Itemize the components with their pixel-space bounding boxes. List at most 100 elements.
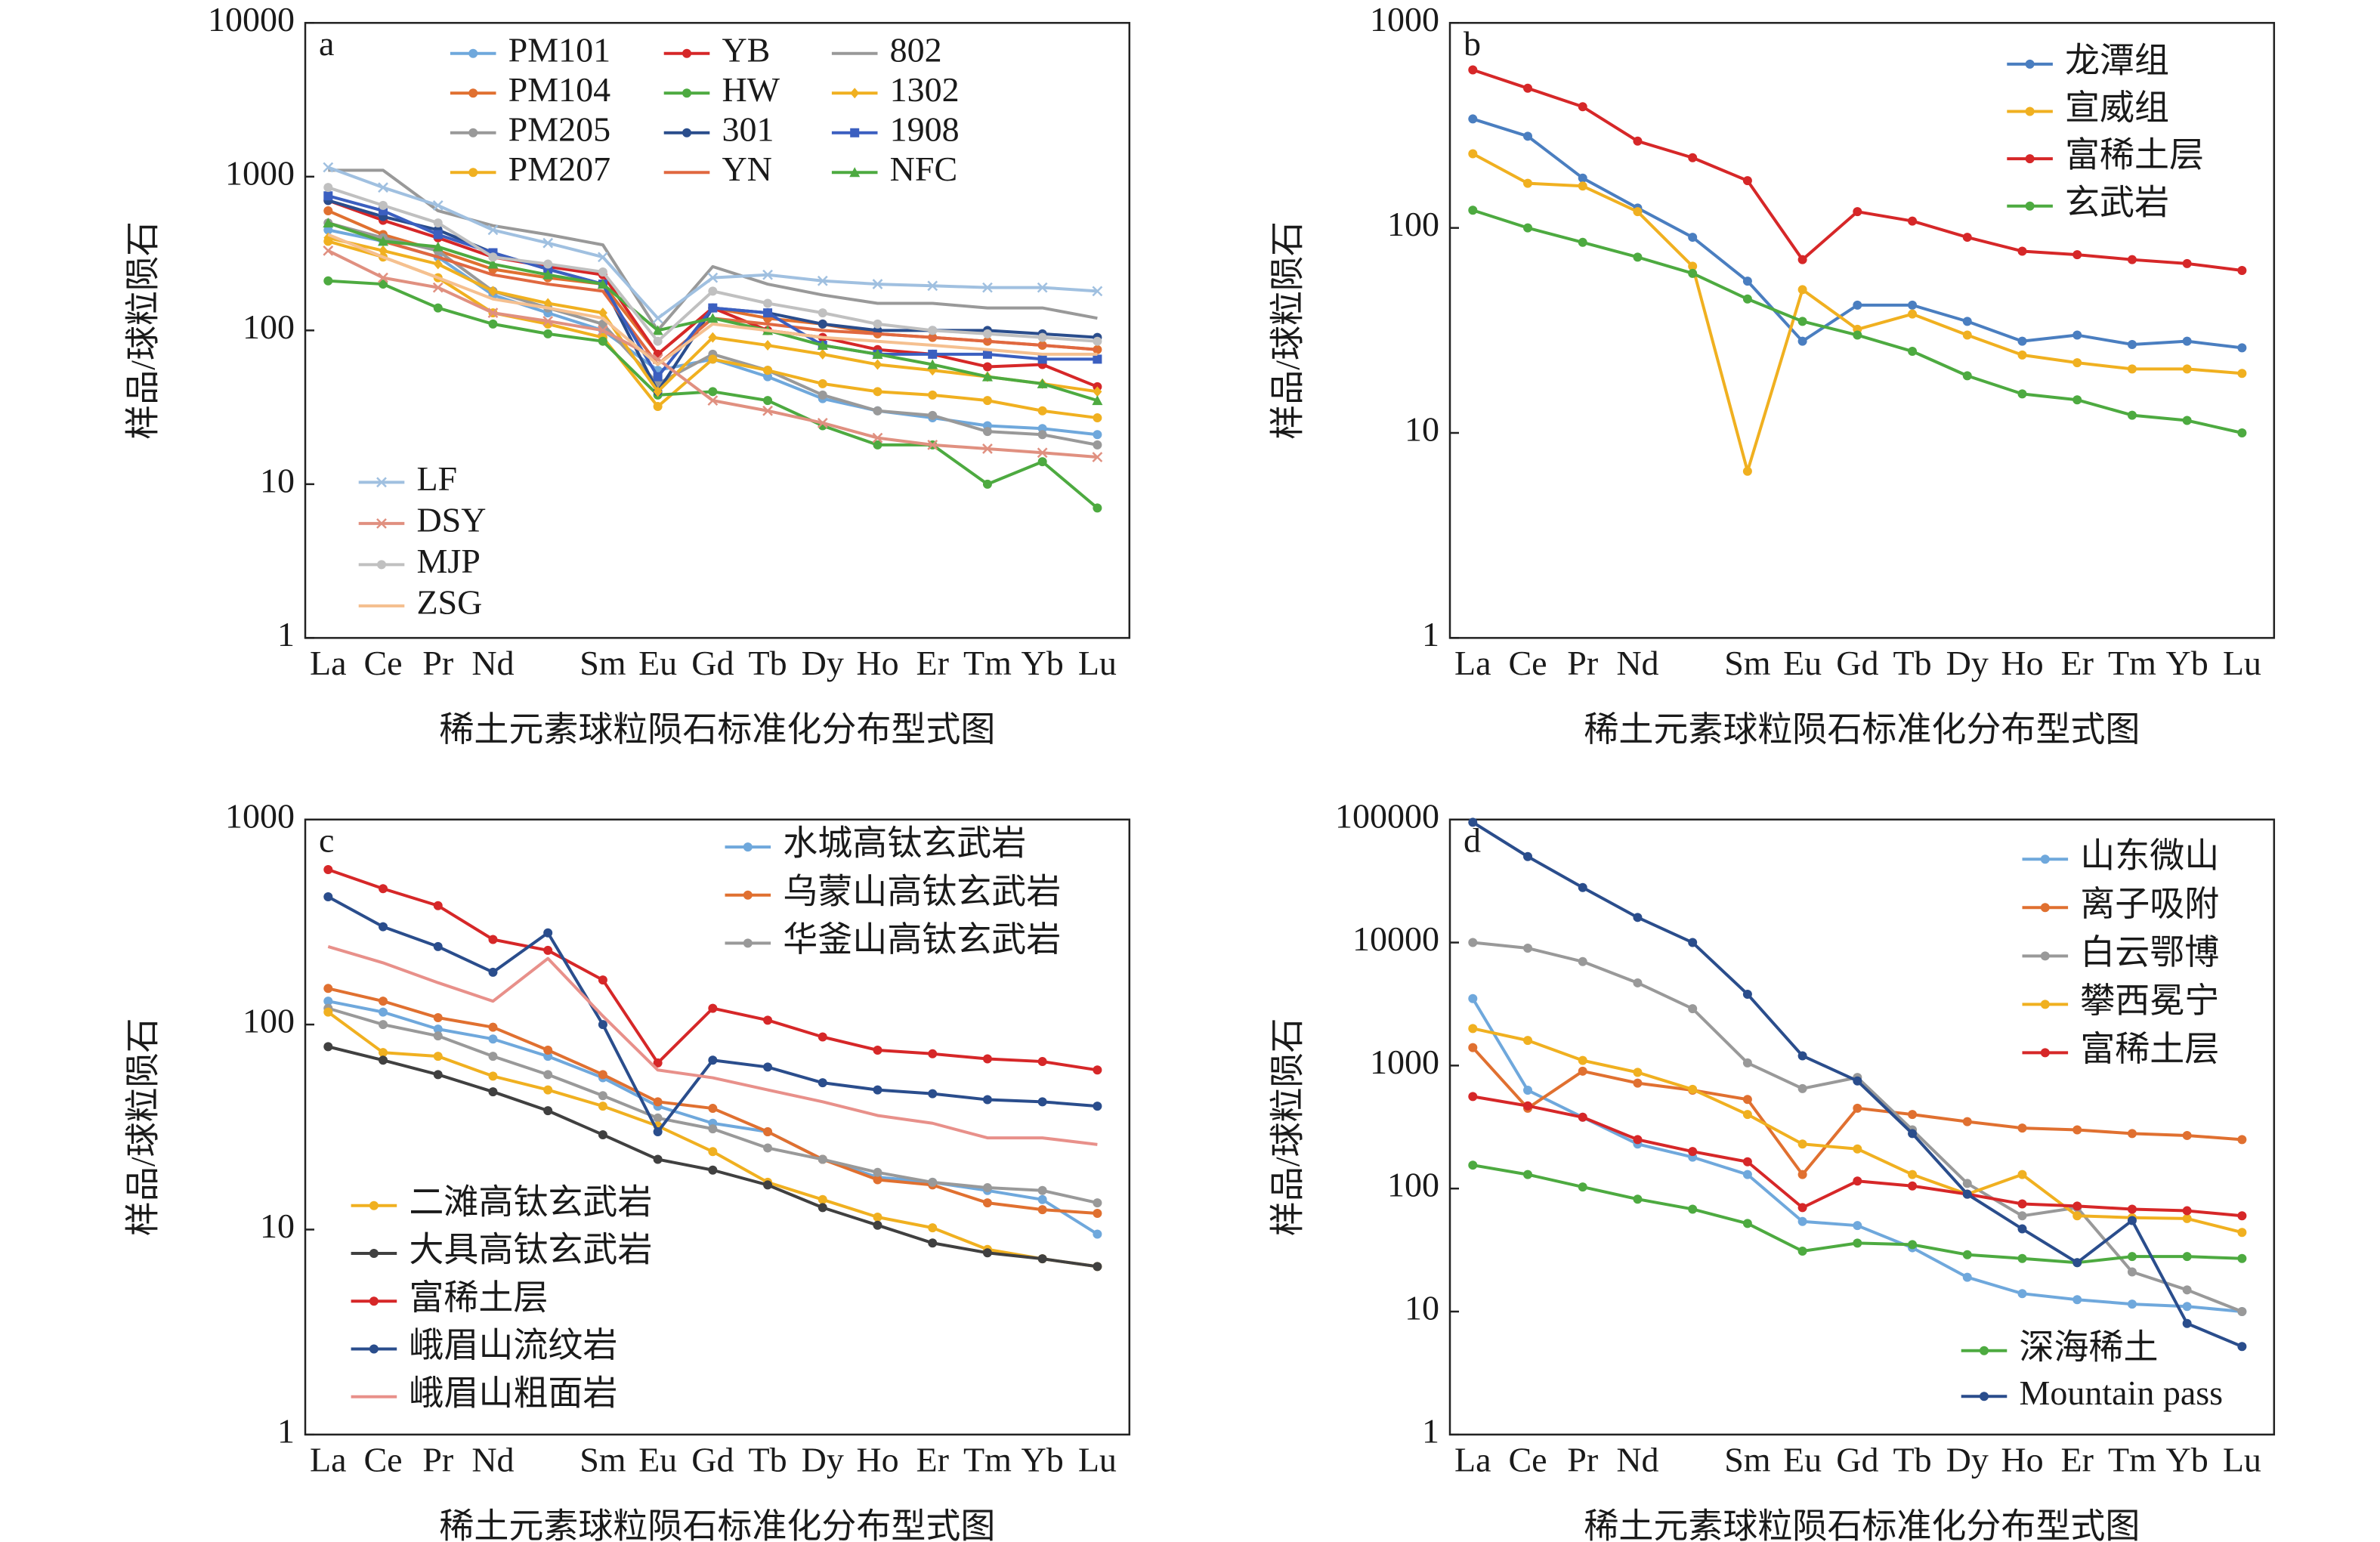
- legend-marker: [2040, 903, 2050, 913]
- marker: [653, 1097, 663, 1107]
- marker: [2182, 1252, 2192, 1262]
- marker: [982, 396, 992, 406]
- marker: [488, 286, 498, 297]
- marker: [598, 1020, 607, 1030]
- marker: [708, 1124, 718, 1134]
- marker: [543, 329, 553, 338]
- marker: [653, 386, 663, 397]
- marker: [1468, 938, 1478, 947]
- marker: [1092, 452, 1103, 462]
- marker: [488, 1052, 498, 1061]
- y-tick-label: 1000: [225, 153, 295, 192]
- marker: [598, 267, 607, 277]
- legend-marker: [377, 560, 386, 570]
- marker: [763, 372, 773, 382]
- marker: [982, 329, 992, 338]
- marker: [323, 225, 333, 235]
- marker: [433, 1052, 443, 1061]
- marker: [379, 922, 388, 932]
- marker: [2237, 428, 2247, 438]
- x-tick-label: Er: [916, 644, 949, 682]
- marker: [2127, 255, 2137, 264]
- legend-label: 1908: [890, 110, 960, 148]
- marker: [1853, 1238, 1862, 1248]
- marker: [708, 286, 718, 296]
- marker: [1633, 1078, 1643, 1088]
- marker: [379, 245, 388, 256]
- marker: [598, 1129, 607, 1139]
- marker: [1093, 430, 1102, 440]
- x-tick-label: Lu: [2223, 644, 2261, 682]
- marker: [1962, 1272, 1972, 1282]
- marker: [2072, 1295, 2082, 1305]
- legend-label: Mountain pass: [2019, 1374, 2223, 1412]
- marker: [2017, 1224, 2027, 1234]
- marker: [1853, 1221, 1862, 1231]
- x-tick-label: Tb: [1893, 1440, 1932, 1479]
- legend-label: PM207: [508, 150, 610, 188]
- x-tick-label: Yb: [1022, 1440, 1064, 1479]
- y-axis-title: 样品/球粒陨石: [124, 1018, 162, 1236]
- marker: [1742, 294, 1752, 304]
- marker: [543, 298, 553, 309]
- marker: [1797, 285, 1807, 295]
- x-tick-label: Gd: [691, 1440, 734, 1479]
- marker: [1962, 371, 1972, 381]
- marker: [1688, 1084, 1698, 1094]
- x-tick-label: Lu: [1078, 1440, 1117, 1479]
- marker: [1037, 1185, 1047, 1195]
- marker: [982, 1248, 992, 1258]
- marker: [2072, 1201, 2082, 1211]
- x-tick-label: Ho: [2001, 644, 2043, 682]
- marker: [1853, 1103, 1862, 1113]
- legend-label: 大具高钛玄武岩: [409, 1231, 652, 1269]
- y-tick-label: 100000: [1335, 796, 1439, 835]
- marker: [1908, 216, 1918, 226]
- legend-marker: [468, 168, 478, 178]
- marker: [2017, 389, 2027, 399]
- marker: [928, 1177, 938, 1187]
- marker: [379, 1048, 388, 1058]
- marker: [1853, 1076, 1862, 1086]
- x-tick-label: Ce: [1508, 644, 1547, 682]
- legend-label: 1302: [890, 70, 960, 109]
- marker: [1633, 1194, 1643, 1204]
- x-tick-label: Er: [2061, 1440, 2094, 1479]
- legend-label: 301: [722, 110, 774, 148]
- marker: [1523, 1036, 1533, 1046]
- marker: [1853, 1144, 1862, 1154]
- marker: [1468, 114, 1478, 124]
- marker: [872, 432, 883, 443]
- marker: [1742, 1110, 1752, 1120]
- y-axis-title: 样品/球粒陨石: [1269, 1018, 1307, 1236]
- marker: [379, 280, 388, 289]
- marker: [2127, 339, 2137, 349]
- marker: [1908, 1240, 1918, 1250]
- marker: [1093, 336, 1102, 346]
- marker: [598, 1102, 607, 1111]
- y-axis-title: 样品/球粒陨石: [1269, 221, 1307, 440]
- marker: [2182, 1302, 2192, 1312]
- legend-marker: [2040, 951, 2050, 961]
- marker: [1523, 1170, 1533, 1179]
- marker: [2182, 258, 2192, 268]
- legend-marker: [2040, 1048, 2050, 1058]
- legend-label: 富稀土层: [2065, 136, 2204, 175]
- x-tick-label: Pr: [1567, 1440, 1598, 1479]
- x-tick-label: Er: [916, 1440, 949, 1479]
- x-tick-label: Eu: [1783, 1440, 1822, 1479]
- marker: [982, 443, 993, 454]
- plot-frame: [1448, 22, 2276, 639]
- marker: [1468, 149, 1478, 159]
- legend-marker: [682, 88, 691, 98]
- marker: [2127, 1252, 2137, 1262]
- marker: [982, 282, 993, 293]
- marker: [378, 182, 388, 193]
- marker: [1797, 255, 1807, 264]
- marker: [323, 864, 333, 874]
- marker: [543, 1070, 553, 1080]
- marker: [433, 1024, 443, 1034]
- marker: [488, 1022, 498, 1032]
- marker: [1093, 1208, 1102, 1218]
- legend-label: YN: [722, 150, 771, 188]
